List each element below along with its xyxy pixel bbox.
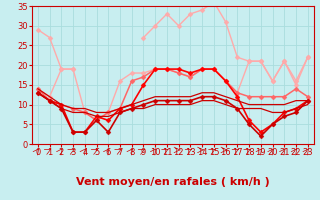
X-axis label: Vent moyen/en rafales ( km/h ): Vent moyen/en rafales ( km/h ): [76, 177, 270, 187]
